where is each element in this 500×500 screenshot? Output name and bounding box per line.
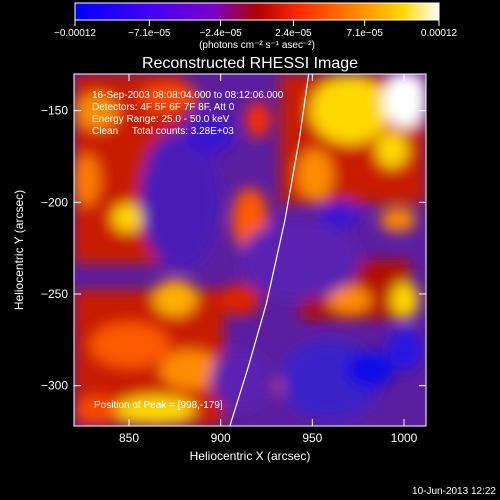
x-axis-label: Heliocentric X (arcsec) — [190, 449, 311, 463]
annotation-energy-range: Energy Range: 25.0 - 50.0 keV — [92, 114, 230, 125]
plot-frame — [73, 73, 427, 427]
footer-timestamp: 10-Jun-2013 12:22 — [412, 486, 496, 497]
x-tick-label: 900 — [211, 431, 231, 445]
colorbar-tick-label: −0.00012 — [54, 28, 96, 39]
colorbar-units-label: (photons cm⁻² s⁻¹ asec⁻²) — [199, 40, 315, 51]
y-tick-label: −300 — [41, 379, 68, 393]
y-tick-label: −150 — [41, 104, 68, 118]
heatmap-intensity-field — [74, 74, 426, 426]
annotation-counts: Clean Total counts: 3.28E+03 — [92, 126, 234, 137]
y-tick-label: −200 — [41, 195, 68, 209]
colorbar-tick-label: −7.1e−05 — [128, 28, 171, 39]
y-axis-label: Heliocentric Y (arcsec) — [12, 190, 26, 310]
colorbar-tick-label: 0.00012 — [421, 28, 458, 39]
solar-limb-curve — [229, 74, 310, 426]
heatmap-area — [74, 74, 426, 426]
chart-title: Reconstructed RHESSI Image — [142, 55, 358, 72]
colorbar-tick-label: 7.1e−05 — [346, 28, 383, 39]
x-tick-label: 1000 — [391, 431, 418, 445]
y-axis-ticks: −150 −200 −250 −300 — [41, 104, 426, 393]
colorbar-tick-label: 2.4e−05 — [275, 28, 312, 39]
x-tick-label: 850 — [119, 431, 139, 445]
y-tick-label: −250 — [41, 287, 68, 301]
colorbar-ticks: −0.00012 −7.1e−05 −2.4e−05 2.4e−05 7.1e−05 0.… — [54, 20, 458, 39]
annotation-detectors: Detectors: 4F 5F 6F 7F 8F, Att 0 — [92, 102, 235, 113]
annotation-time-range: 16-Sep-2003 08:08:04.000 to 08:12:06.000 — [92, 90, 284, 101]
colorbar — [74, 2, 440, 21]
colorbar-tick-label: −2.4e−05 — [199, 28, 242, 39]
x-tick-label: 950 — [302, 431, 322, 445]
peak-position-label: Position of Peak = [998,-179] — [94, 400, 223, 411]
x-axis-ticks: 850 900 950 1000 — [119, 74, 418, 445]
